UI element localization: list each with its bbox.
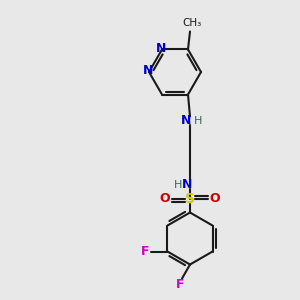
Text: F: F [141,245,150,258]
Text: H: H [194,116,202,125]
Text: N: N [182,178,192,191]
Text: H: H [174,179,182,190]
Text: CH₃: CH₃ [182,19,202,28]
Text: O: O [210,192,220,205]
Text: N: N [143,64,153,77]
Text: N: N [181,114,191,127]
Text: N: N [156,42,166,55]
Text: S: S [185,191,195,206]
Text: F: F [176,278,184,291]
Text: O: O [160,192,170,205]
